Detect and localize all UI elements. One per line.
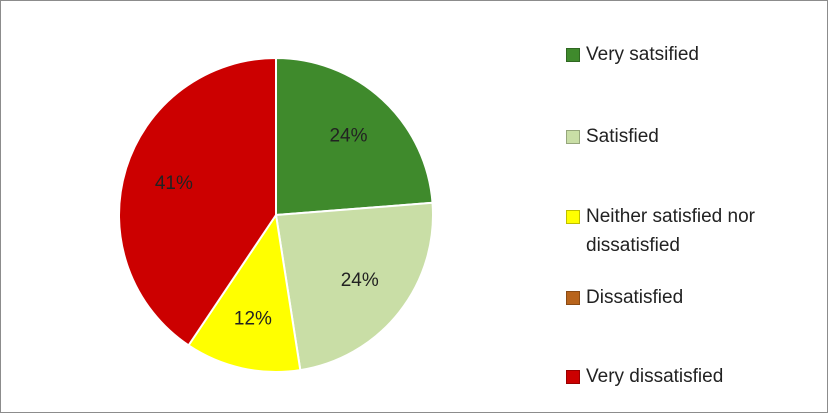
legend-swatch: [566, 210, 580, 224]
legend-swatch: [566, 370, 580, 384]
legend-label: Very satsified: [586, 44, 699, 65]
legend-label: Satisfied: [586, 126, 659, 147]
pie-slice: [275, 56, 434, 217]
data-label: 41%: [155, 173, 193, 194]
data-label: 12%: [234, 308, 272, 329]
legend-label: Neither satisfied nor dissatisfied: [586, 206, 755, 256]
legend-item: Dissatisfied: [566, 283, 806, 312]
data-label: 24%: [329, 126, 367, 147]
legend-item: Very dissatisfied: [566, 362, 806, 391]
pie-slice: [187, 212, 302, 373]
pie-slice: [118, 56, 277, 347]
legend-label: Dissatisfied: [586, 287, 684, 308]
legend-swatch: [566, 130, 580, 144]
data-label: 24%: [341, 270, 379, 291]
legend-label: Very dissatisfied: [586, 366, 724, 387]
pie-slice: [274, 201, 434, 372]
legend-swatch: [566, 48, 580, 62]
legend-item: Very satsified: [566, 40, 806, 69]
legend-item: Satisfied: [566, 122, 806, 151]
legend-item: Neither satisfied nor dissatisfied: [566, 202, 806, 260]
legend-swatch: [566, 291, 580, 305]
